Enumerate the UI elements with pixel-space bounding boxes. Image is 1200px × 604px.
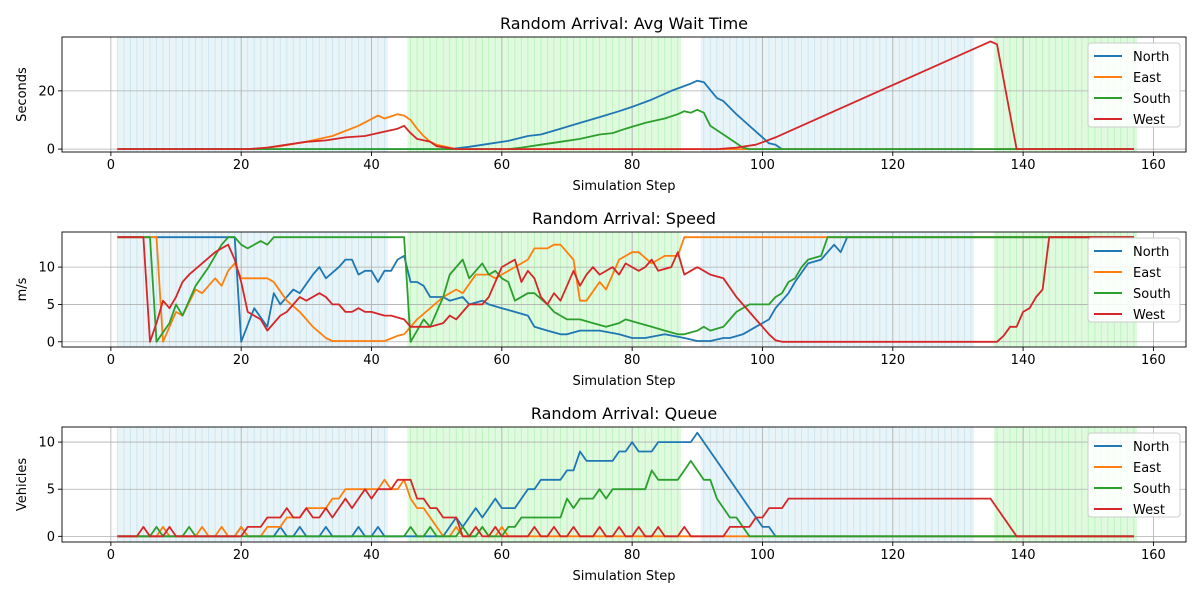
legend: North East South West xyxy=(1087,237,1181,323)
x-tick-label: 80 xyxy=(624,548,641,563)
y-tick-label: 5 xyxy=(47,298,55,313)
chart-panel-3: 0 20 40 60 80 100 120 140 160 0 5 10 Random Arrival:… xyxy=(15,404,1187,584)
x-tick-label: 40 xyxy=(363,548,380,563)
x-tick-label: 160 xyxy=(1141,548,1166,563)
chart-title: Random Arrival: Speed xyxy=(532,209,716,228)
x-tick-label: 60 xyxy=(494,158,511,173)
phase-band xyxy=(700,37,975,152)
series-line-west xyxy=(117,478,1134,538)
series-line-north xyxy=(117,79,1134,150)
legend-label-east: East xyxy=(1133,71,1161,86)
x-tick-label: 80 xyxy=(624,353,641,368)
y-tick-label: 0 xyxy=(47,143,55,158)
phase-band xyxy=(700,427,975,542)
legend-label-north: North xyxy=(1133,245,1169,260)
x-tick-label: 20 xyxy=(233,353,250,368)
x-tick-label: 0 xyxy=(107,353,115,368)
legend-box xyxy=(1087,432,1181,518)
x-tick-label: 160 xyxy=(1141,158,1166,173)
x-tick-label: 100 xyxy=(750,548,775,563)
x-tick-label: 160 xyxy=(1141,353,1166,368)
y-tick-label: 20 xyxy=(38,84,55,99)
x-tick-label: 20 xyxy=(233,158,250,173)
plot-frame xyxy=(61,36,1187,153)
x-axis-label: Simulation Step xyxy=(573,179,676,194)
plot-frame xyxy=(61,426,1187,543)
series-line-east xyxy=(117,478,1134,538)
x-tick-label: 40 xyxy=(363,158,380,173)
chart-panel-1: 0 20 40 60 80 100 120 140 160 0 20 Random Arrival: … xyxy=(15,14,1187,194)
x-tick-label: 140 xyxy=(1011,548,1036,563)
x-tick-label: 60 xyxy=(494,353,511,368)
y-tick-label: 0 xyxy=(47,335,55,350)
phase-band xyxy=(407,37,682,152)
legend-label-west: West xyxy=(1133,308,1165,323)
x-tick-label: 100 xyxy=(750,353,775,368)
legend-box xyxy=(1087,42,1181,128)
x-tick-label: 120 xyxy=(880,548,905,563)
legend-label-west: West xyxy=(1133,503,1165,518)
series-line-west xyxy=(117,236,1134,343)
legend-label-south: South xyxy=(1133,92,1171,107)
y-axis-label: m/s xyxy=(15,277,30,301)
phase-band xyxy=(407,427,682,542)
phase-band xyxy=(117,427,388,542)
series-line-south xyxy=(117,108,1134,150)
legend-label-south: South xyxy=(1133,287,1171,302)
legend-label-east: East xyxy=(1133,266,1161,281)
legend-label-east: East xyxy=(1133,461,1161,476)
legend-label-south: South xyxy=(1133,482,1171,497)
chart-title: Random Arrival: Avg Wait Time xyxy=(500,14,748,33)
plot-frame xyxy=(61,231,1187,348)
x-tick-label: 120 xyxy=(880,353,905,368)
x-tick-label: 60 xyxy=(494,548,511,563)
series-line-south xyxy=(117,236,1134,343)
y-axis-label: Vehicles xyxy=(15,458,30,511)
x-tick-label: 140 xyxy=(1011,158,1036,173)
legend-label-north: North xyxy=(1133,50,1169,65)
chart-panel-2: 0 20 40 60 80 100 120 140 160 0 5 10 Random Arrival:… xyxy=(15,209,1187,389)
x-tick-label: 140 xyxy=(1011,353,1036,368)
legend-label-west: West xyxy=(1133,113,1165,128)
x-tick-label: 0 xyxy=(107,548,115,563)
y-tick-label: 10 xyxy=(38,261,55,276)
x-tick-label: 40 xyxy=(363,353,380,368)
x-axis-label: Simulation Step xyxy=(573,374,676,389)
series-line-north xyxy=(117,236,1134,343)
phase-band xyxy=(700,232,975,347)
legend-label-north: North xyxy=(1133,440,1169,455)
x-axis-label: Simulation Step xyxy=(573,569,676,584)
legend: North East South West xyxy=(1087,42,1181,128)
y-tick-label: 0 xyxy=(47,530,55,545)
x-tick-label: 0 xyxy=(107,158,115,173)
legend: North East South West xyxy=(1087,432,1181,518)
series-line-west xyxy=(117,40,1134,150)
chart-title: Random Arrival: Queue xyxy=(531,404,717,423)
series-line-south xyxy=(117,460,1134,538)
y-tick-label: 5 xyxy=(47,483,55,498)
x-tick-label: 20 xyxy=(233,548,250,563)
y-axis-label: Seconds xyxy=(15,67,30,122)
x-tick-label: 100 xyxy=(750,158,775,173)
y-tick-label: 10 xyxy=(38,436,55,451)
phase-band xyxy=(117,37,388,152)
x-tick-label: 80 xyxy=(624,158,641,173)
series-line-east xyxy=(117,236,1134,343)
x-tick-label: 120 xyxy=(880,158,905,173)
phase-band xyxy=(407,232,682,347)
legend-box xyxy=(1087,237,1181,323)
